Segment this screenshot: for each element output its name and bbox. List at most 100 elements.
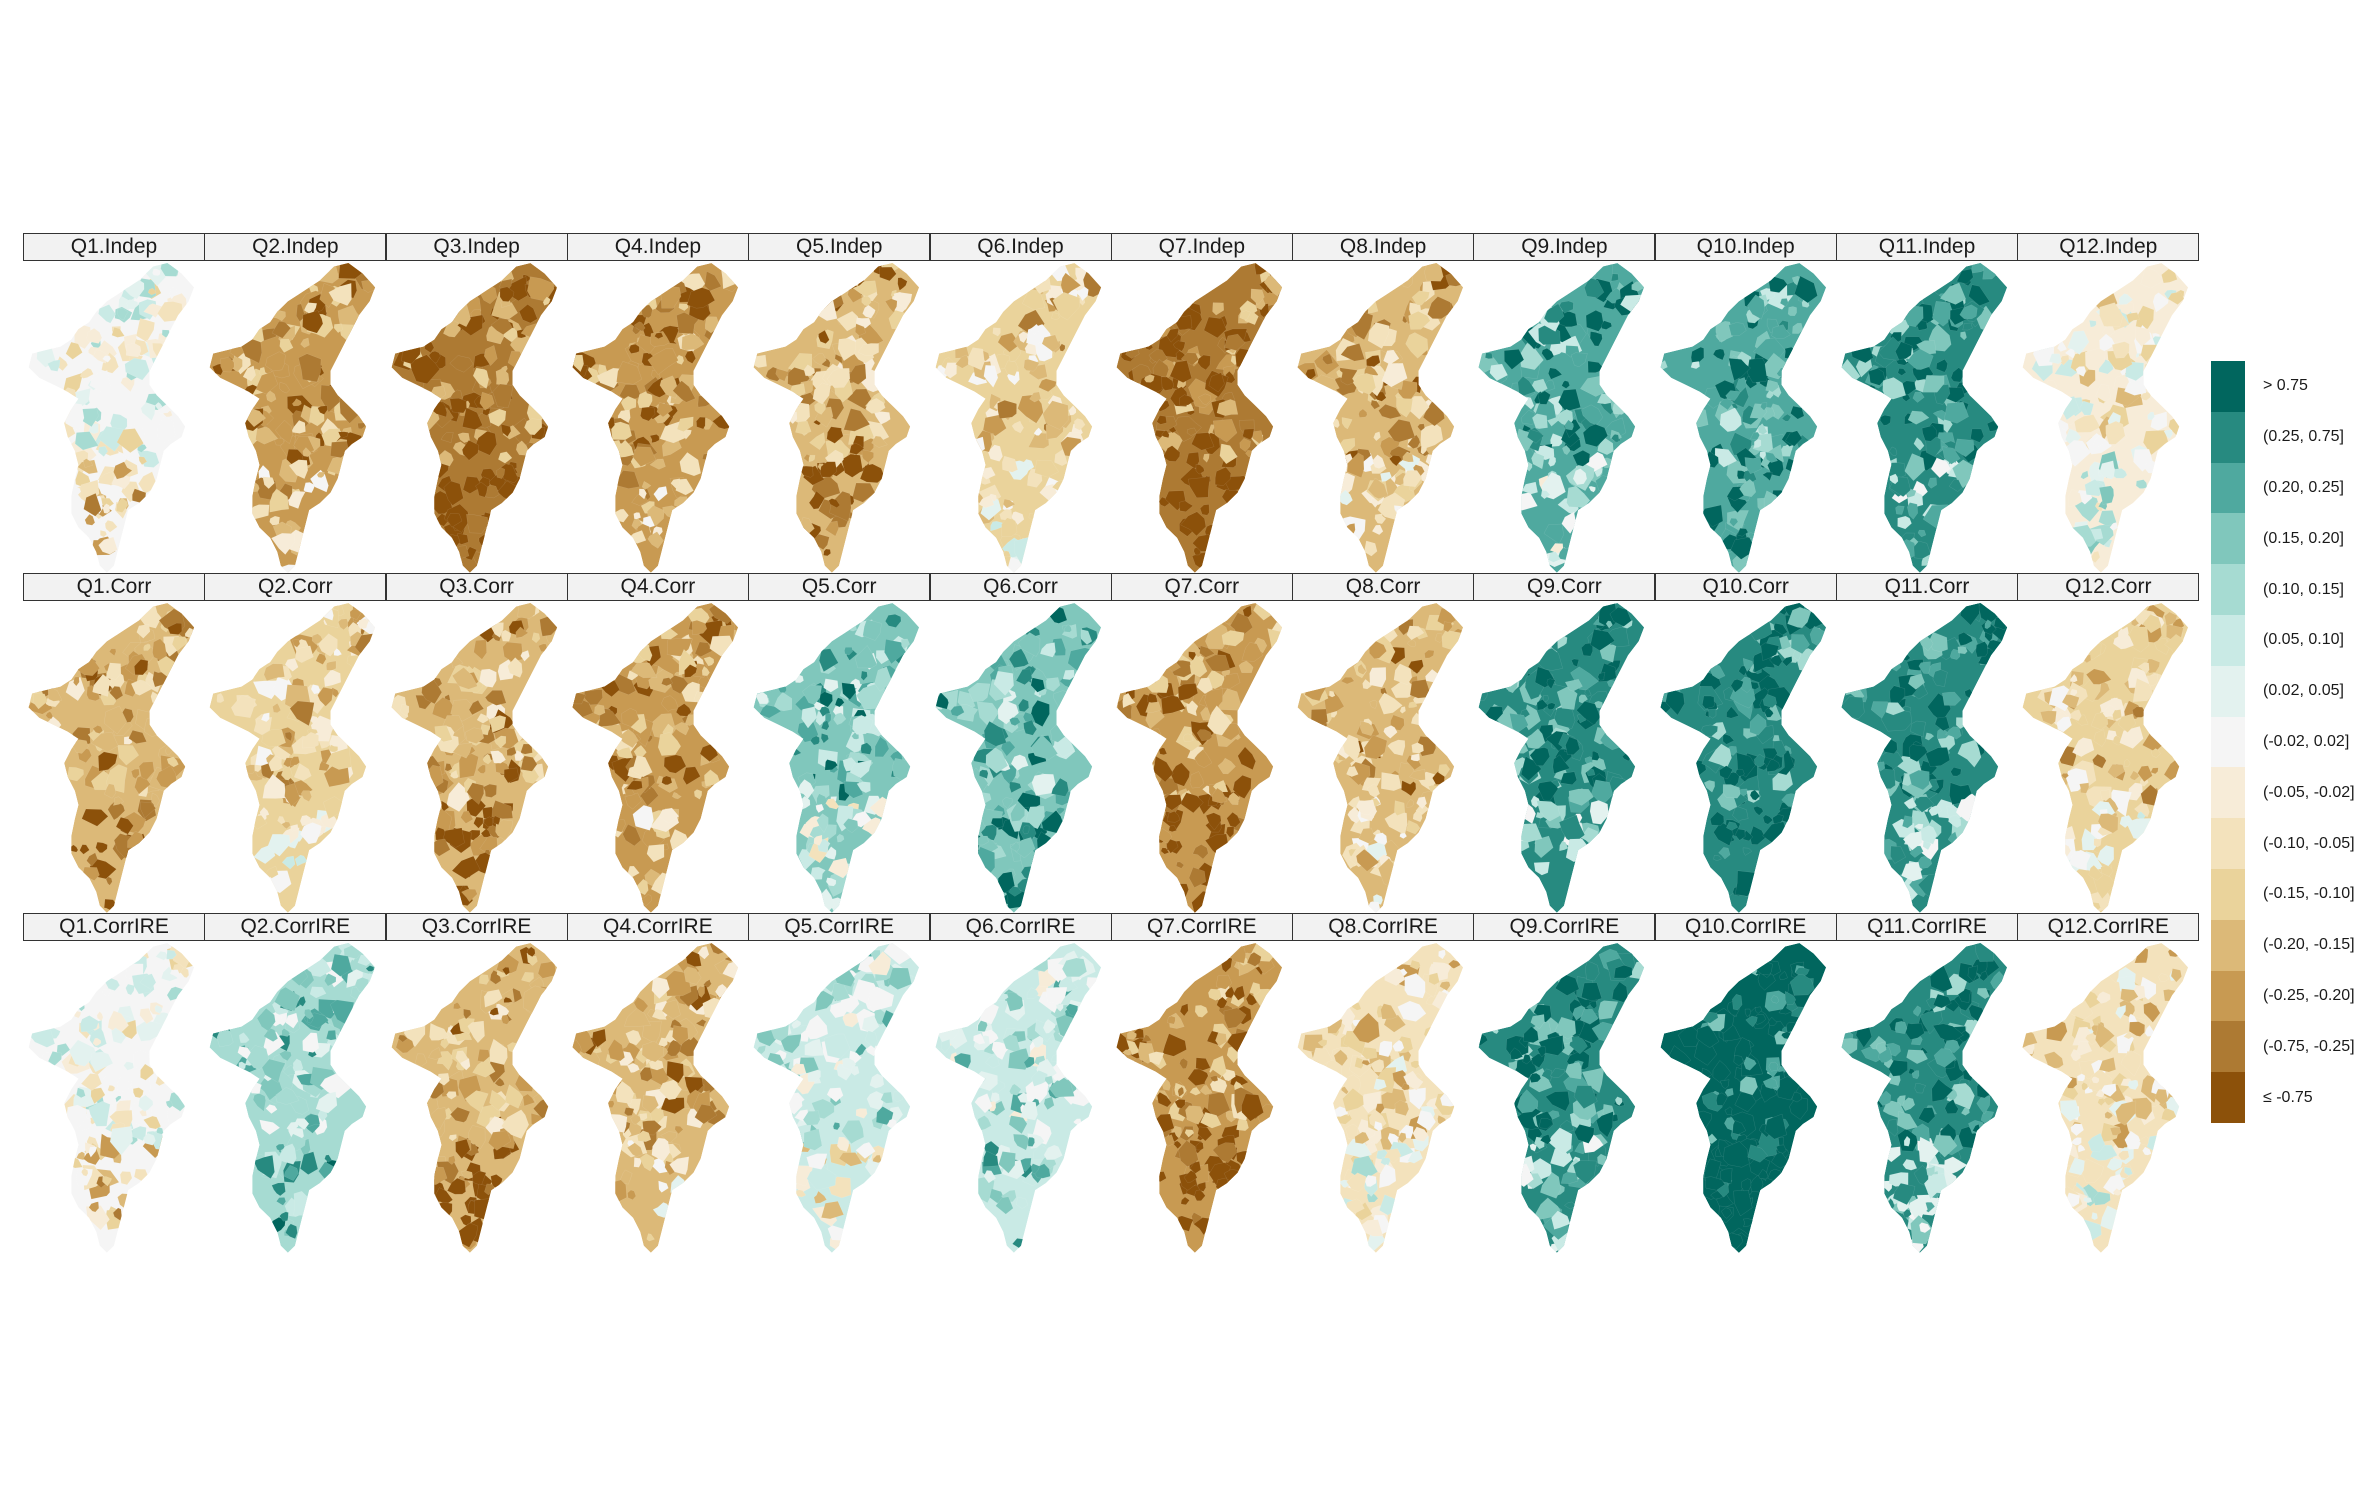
municipality-region — [1010, 511, 1024, 526]
municipality-region — [1212, 302, 1224, 316]
municipality-region — [88, 1101, 111, 1127]
municipality-region — [649, 458, 666, 470]
municipality-region — [1008, 1083, 1021, 1096]
municipality-region — [281, 821, 291, 829]
municipality-region — [326, 660, 337, 671]
municipality-region — [501, 967, 510, 976]
municipality-region — [2139, 1136, 2150, 1146]
municipality-region — [166, 986, 185, 1001]
municipality-region — [619, 1169, 633, 1185]
choropleth-map — [1297, 603, 1464, 913]
panel-title: Q10.Corr — [1654, 573, 1837, 601]
municipality-region — [1252, 430, 1264, 444]
map-panel: Q1.CorrIRE — [23, 913, 205, 1263]
panel-title: Q12.Indep — [2017, 233, 2200, 261]
municipality-region — [1214, 466, 1231, 486]
municipality-region — [2083, 1197, 2093, 1203]
municipality-region — [282, 1064, 296, 1077]
municipality-region — [272, 321, 292, 339]
municipality-region — [1562, 444, 1571, 455]
municipality-region — [265, 865, 279, 879]
municipality-region — [1601, 320, 1613, 330]
municipality-region — [143, 303, 163, 318]
municipality-region — [155, 951, 169, 961]
choropleth-map — [1660, 263, 1826, 573]
municipality-region — [1565, 736, 1581, 755]
municipality-region — [243, 365, 257, 382]
municipality-region — [2099, 485, 2115, 505]
municipality-region — [500, 629, 511, 642]
panel-title: Q7.CorrIRE — [1110, 913, 1293, 941]
municipality-region — [1168, 825, 1177, 832]
municipality-region — [1902, 831, 1923, 851]
municipality-region — [1719, 407, 1742, 432]
municipality-region — [295, 645, 314, 663]
municipality-region — [1770, 1151, 1790, 1169]
municipality-region — [257, 1007, 276, 1032]
municipality-region — [1126, 1030, 1137, 1040]
municipality-region — [292, 639, 301, 648]
municipality-region — [1342, 1087, 1364, 1112]
municipality-region — [1585, 689, 1592, 697]
municipality-region — [101, 352, 119, 374]
municipality-region — [499, 463, 518, 484]
municipality-region — [821, 1201, 845, 1220]
municipality-region — [1180, 1196, 1190, 1205]
municipality-region — [494, 819, 513, 841]
municipality-region — [100, 530, 107, 538]
municipality-region — [1238, 660, 1254, 673]
municipality-region — [1166, 328, 1179, 343]
municipality-region — [1044, 1075, 1053, 1086]
municipality-region — [1868, 368, 1885, 386]
municipality-region — [1744, 1008, 1752, 1018]
municipality-region — [2096, 991, 2111, 1004]
municipality-region — [1544, 303, 1565, 323]
municipality-region — [1718, 765, 1733, 779]
municipality-region — [990, 818, 1003, 828]
municipality-region — [1789, 1096, 1808, 1120]
municipality-region — [1443, 621, 1453, 633]
municipality-region — [1017, 698, 1029, 712]
municipality-region — [1023, 359, 1040, 372]
municipality-region — [1189, 1087, 1201, 1096]
municipality-region — [444, 763, 452, 772]
municipality-region — [1875, 1041, 1887, 1054]
municipality-region — [1531, 1053, 1546, 1069]
municipality-region — [659, 375, 679, 399]
choropleth-map — [1841, 603, 2008, 913]
municipality-region — [465, 514, 488, 534]
municipality-region — [531, 632, 540, 644]
municipality-region — [1703, 780, 1715, 793]
choropleth-map — [1478, 263, 1645, 573]
municipality-region — [133, 1087, 144, 1099]
municipality-region — [1164, 1134, 1175, 1147]
municipality-region — [1936, 359, 1948, 373]
municipality-region — [1039, 642, 1056, 658]
municipality-region — [1560, 771, 1578, 785]
municipality-region — [1979, 970, 1988, 982]
municipality-region — [1179, 1058, 1188, 1069]
municipality-region — [1179, 394, 1195, 406]
municipality-region — [869, 1073, 885, 1089]
municipality-region — [818, 330, 830, 344]
municipality-region — [773, 692, 793, 712]
municipality-region — [1768, 654, 1783, 667]
municipality-region — [503, 767, 519, 784]
municipality-region — [1017, 632, 1040, 657]
municipality-region — [310, 715, 319, 724]
municipality-region — [155, 402, 163, 411]
municipality-region — [821, 733, 829, 744]
municipality-region — [1055, 1004, 1063, 1012]
municipality-region — [871, 435, 888, 448]
municipality-region — [92, 674, 112, 697]
municipality-region — [1606, 620, 1614, 629]
municipality-region — [1889, 446, 1898, 457]
map-panel: Q11.CorrIRE — [1836, 913, 2018, 1263]
municipality-region — [1378, 1040, 1393, 1058]
municipality-region — [526, 952, 538, 966]
municipality-region — [2129, 770, 2140, 781]
municipality-region — [1536, 812, 1545, 819]
choropleth-map — [935, 263, 1101, 573]
municipality-region — [1219, 443, 1238, 465]
municipality-region — [849, 442, 865, 455]
